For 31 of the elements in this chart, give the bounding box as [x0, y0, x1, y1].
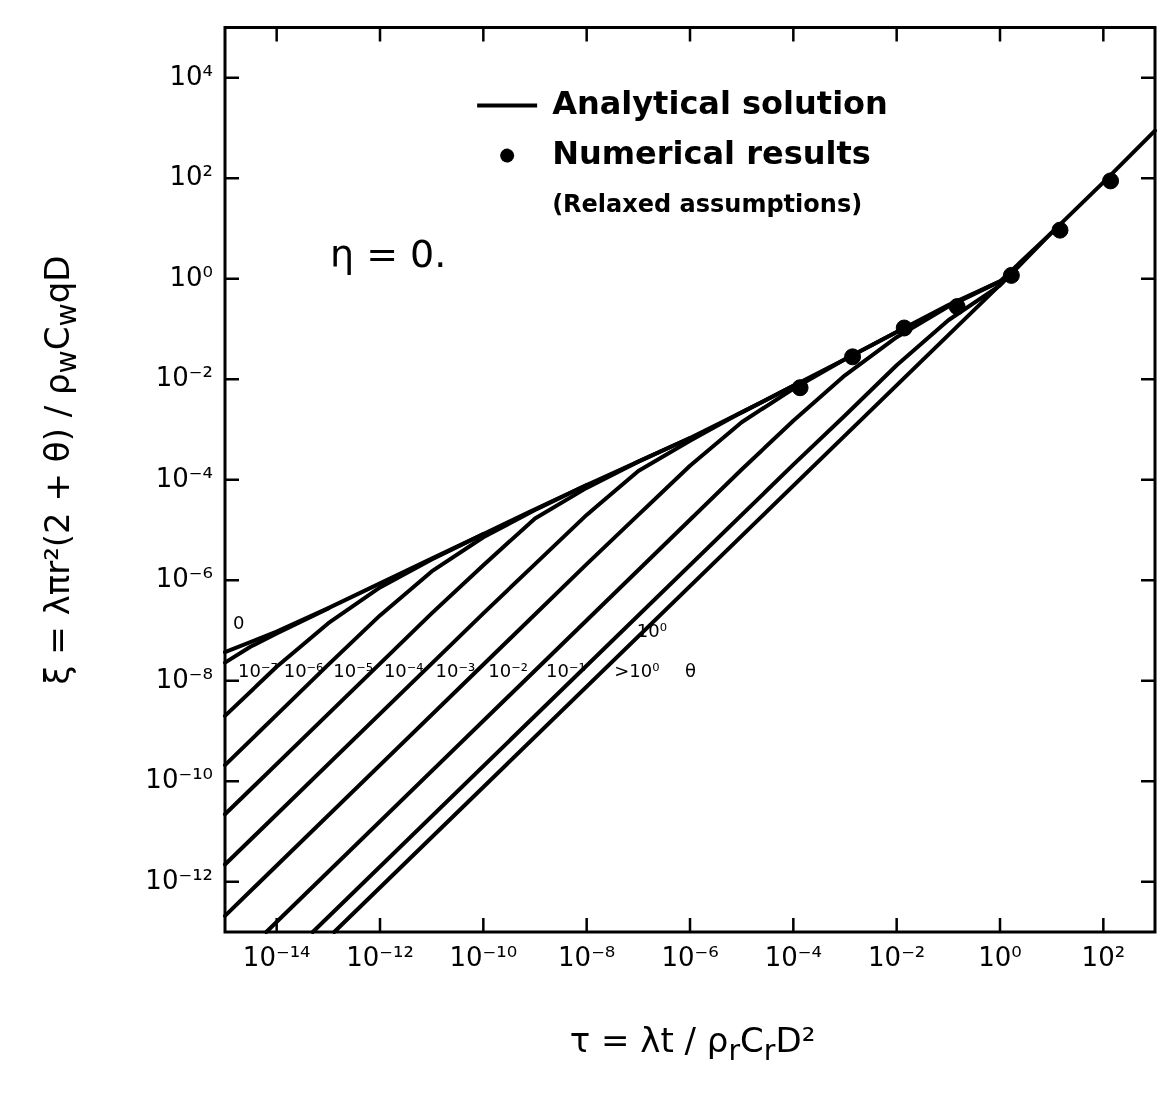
x-tick-label: 10⁻² — [868, 942, 926, 973]
y-tick-label: 10⁻⁴ — [155, 462, 213, 493]
annotation: 10⁻⁶ — [283, 660, 324, 682]
annotation: η = 0. — [330, 232, 447, 277]
x-tick-label: 10⁰ — [978, 942, 1022, 973]
annotation: θ — [684, 660, 696, 682]
x-tick-label: 10² — [1081, 942, 1126, 973]
annotation: 10⁻³ — [435, 660, 476, 682]
legend-label: Numerical results — [552, 133, 871, 172]
annotation: 10⁻⁴ — [383, 660, 424, 682]
y-tick-label: 10⁻⁸ — [155, 663, 213, 694]
y-tick-label: 10⁻⁶ — [155, 563, 213, 594]
y-tick-label: 10² — [169, 161, 213, 192]
annotation: 10⁻⁵ — [333, 660, 373, 682]
y-tick-label: 10⁻¹⁰ — [145, 764, 213, 795]
x-tick-label: 10⁻⁸ — [558, 942, 616, 973]
x-tick-label: 10⁻¹⁰ — [449, 942, 518, 973]
y-tick-label: 10⁰ — [169, 261, 213, 292]
annotation: 0 — [233, 611, 245, 633]
y-tick-label: 10⁻² — [155, 362, 213, 393]
y-tick-label: 10⁴ — [169, 60, 213, 91]
x-tick-label: 10⁻¹² — [346, 942, 414, 973]
legend-label: Analytical solution — [552, 83, 888, 122]
annotation: (Relaxed assumptions) — [552, 189, 863, 218]
annotation: >10⁰ — [614, 660, 660, 682]
x-tick-label: 10⁻⁴ — [764, 942, 822, 973]
x-axis-title: τ = λt / ρ$_{r}$C$_{r}$D² — [568, 1020, 817, 1067]
x-tick-label: 10⁻¹⁴ — [242, 942, 311, 973]
y-tick-label: 10⁻¹² — [145, 864, 213, 895]
annotation: 10⁻² — [488, 660, 528, 682]
x-tick-label: 10⁻⁶ — [661, 942, 719, 973]
